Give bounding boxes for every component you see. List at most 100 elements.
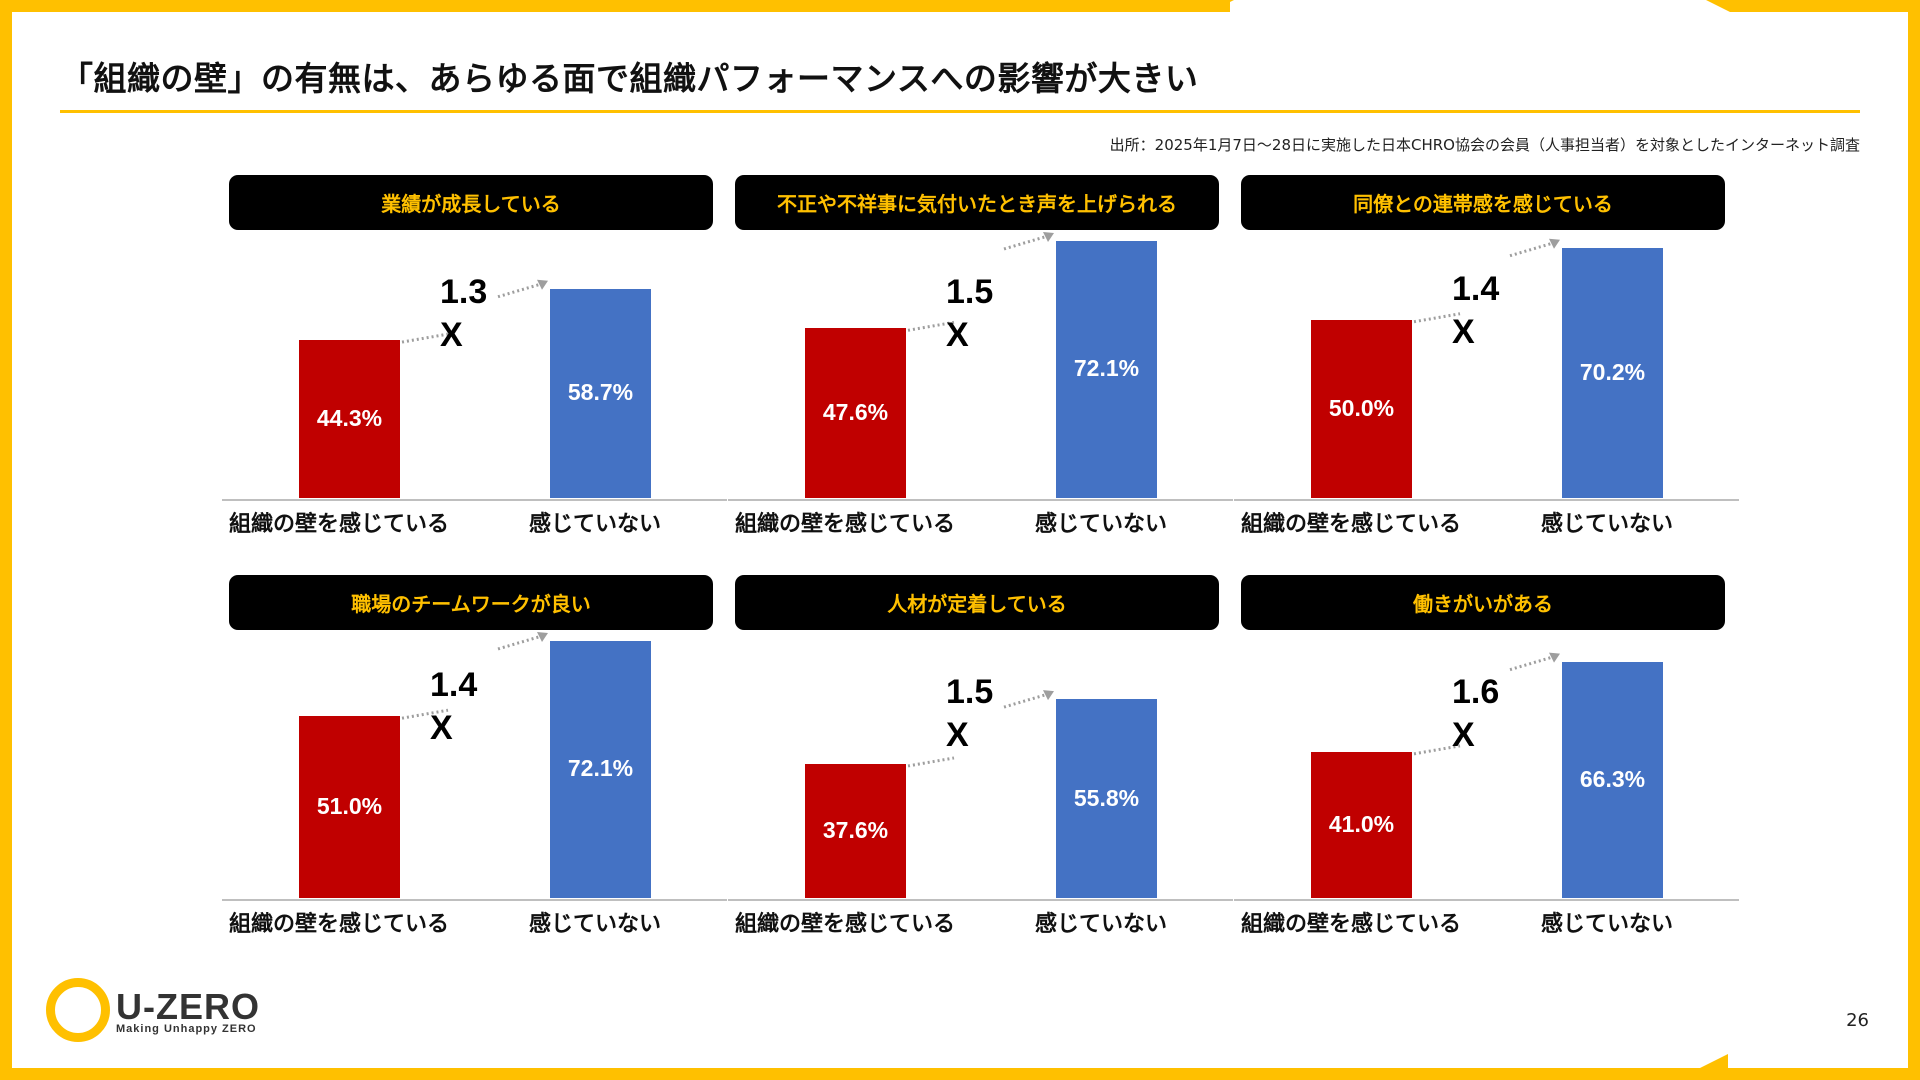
- chart-panel: 同僚との連帯感を感じている 50.0% 70.2% 組織の壁を感じている 感じていない 1…: [1234, 175, 1754, 585]
- bar-without-wall: [550, 288, 651, 498]
- multiplier-suffix: X: [946, 316, 969, 354]
- title-underline: [60, 110, 1860, 113]
- chart-title: 働きがいがある: [1241, 575, 1725, 630]
- logo-ring-icon: [46, 978, 110, 1042]
- logo-tagline: Making Unhappy ZERO: [116, 1023, 257, 1035]
- chart-panel: 人材が定着している 37.6% 55.8% 組織の壁を感じている 感じていない 1.5 X: [728, 575, 1248, 985]
- bar-without-wall: [1056, 699, 1157, 898]
- source-note: 出所：2025年1月7日～28日に実施した日本CHRO協会の会員（人事担当者）を…: [1109, 136, 1860, 154]
- multiplier-suffix: X: [1452, 312, 1475, 351]
- arrowhead: [1043, 231, 1054, 242]
- category-label: 感じていない: [529, 512, 662, 537]
- category-label: 組織の壁を感じている: [1241, 912, 1462, 937]
- page-number: 26: [1846, 1010, 1869, 1031]
- bar-value-label: 47.6%: [822, 399, 889, 426]
- bar-value-label: 66.3%: [1579, 765, 1646, 792]
- frame-notch: [1706, 0, 1730, 12]
- multiplier-value: 1.6: [1452, 673, 1500, 711]
- x-axis-line: [1234, 899, 1739, 901]
- arrowhead: [1549, 238, 1560, 249]
- category-label: 感じていない: [1035, 512, 1168, 537]
- trend-arrow-segment: [1509, 655, 1555, 672]
- multiplier-label: 1.6 X: [1452, 671, 1499, 757]
- multiplier-value: 1.5: [946, 673, 994, 711]
- chart-panel: 不正や不祥事に気付いたとき声を上げられる 47.6% 72.1% 組織の壁を感じている…: [728, 175, 1248, 585]
- bar-with-wall: [299, 716, 400, 898]
- bar-with-wall: [1311, 751, 1412, 898]
- category-label: 組織の壁を感じている: [229, 512, 450, 537]
- trend-arrow-segment: [497, 634, 543, 651]
- frame-top: [0, 0, 1230, 12]
- multiplier-label: 1.4 X: [430, 664, 477, 750]
- bar-value-label: 50.0%: [1328, 394, 1395, 421]
- category-label: 感じていない: [1541, 512, 1674, 537]
- bar-value-label: 51.0%: [316, 793, 383, 820]
- frame-left: [0, 0, 12, 1080]
- logo-text: U-ZERO: [116, 986, 260, 1027]
- chart-title: 人材が定着している: [735, 575, 1219, 630]
- chart-panel: 職場のチームワークが良い 51.0% 72.1% 組織の壁を感じている 感じていない 1.…: [222, 575, 742, 985]
- bar-with-wall: [1311, 319, 1412, 498]
- trend-arrow-segment: [1509, 241, 1555, 258]
- category-label: 感じていない: [529, 912, 662, 937]
- bar-with-wall: [805, 328, 906, 498]
- category-label: 組織の壁を感じている: [1241, 512, 1462, 537]
- multiplier-value: 1.3: [440, 273, 488, 311]
- x-axis-line: [728, 499, 1233, 501]
- multiplier-suffix: X: [946, 716, 969, 754]
- chart-title: 業績が成長している: [229, 175, 713, 230]
- arrowhead: [537, 631, 548, 642]
- chart-title: 同僚との連帯感を感じている: [1241, 175, 1725, 230]
- multiplier-label: 1.5 X: [946, 271, 993, 357]
- frame-right: [1908, 0, 1920, 1080]
- multiplier-value: 1.4: [430, 666, 478, 705]
- chart-title: 不正や不祥事に気付いたとき声を上げられる: [735, 175, 1219, 230]
- trend-arrow-icon: [401, 631, 548, 720]
- arrowhead: [1043, 690, 1054, 701]
- trend-arrow-icon: [401, 279, 548, 344]
- bar-value-label: 72.1%: [1073, 355, 1140, 382]
- trend-arrow-segment: [907, 756, 955, 768]
- x-axis-line: [1234, 499, 1739, 501]
- bar-without-wall: [1562, 247, 1663, 498]
- bar-value-label: 44.3%: [316, 405, 383, 432]
- trend-arrow-icon: [1413, 238, 1560, 324]
- frame-notch: [1700, 1054, 1728, 1068]
- multiplier-suffix: X: [440, 316, 463, 354]
- bar-value-label: 58.7%: [567, 379, 634, 406]
- trend-arrow-segment: [1003, 692, 1049, 709]
- bar-with-wall: [299, 340, 400, 498]
- chart-title: 職場のチームワークが良い: [229, 575, 713, 630]
- category-label: 組織の壁を感じている: [735, 512, 956, 537]
- trend-arrow-icon: [907, 231, 1054, 332]
- frame-bottom: [0, 1068, 1920, 1080]
- category-label: 組織の壁を感じている: [229, 912, 450, 937]
- x-axis-line: [728, 899, 1233, 901]
- trend-arrow-segment: [1003, 234, 1049, 251]
- frame-notch: [1210, 0, 1234, 12]
- bar-value-label: 55.8%: [1073, 784, 1140, 811]
- bar-without-wall: [1562, 661, 1663, 898]
- bar-with-wall: [805, 763, 906, 898]
- slide-title: 「組織の壁」の有無は、あらゆる面で組織パフォーマンスへの影響が大きい: [60, 59, 1199, 98]
- chart-panel: 業績が成長している 44.3% 58.7% 組織の壁を感じている 感じていない 1.3 X: [222, 175, 742, 585]
- bar-value-label: 70.2%: [1579, 358, 1646, 385]
- trend-arrow-icon: [1413, 652, 1560, 756]
- bar-without-wall: [550, 640, 651, 898]
- arrowhead: [1549, 652, 1560, 663]
- multiplier-label: 1.4 X: [1452, 268, 1499, 354]
- logo: U-ZERO Making Unhappy ZERO: [46, 978, 266, 1046]
- multiplier-suffix: X: [1452, 716, 1475, 754]
- bar-without-wall: [1056, 240, 1157, 498]
- x-axis-line: [222, 899, 727, 901]
- multiplier-value: 1.5: [946, 273, 994, 311]
- bar-value-label: 72.1%: [567, 755, 634, 782]
- multiplier-label: 1.5 X: [946, 671, 993, 757]
- frame-top-right: [1730, 0, 1920, 12]
- trend-arrow-segment: [497, 282, 543, 299]
- category-label: 感じていない: [1035, 912, 1168, 937]
- multiplier-suffix: X: [430, 709, 453, 748]
- chart-panel: 働きがいがある 41.0% 66.3% 組織の壁を感じている 感じていない 1.6 X: [1234, 575, 1754, 985]
- x-axis-line: [222, 499, 727, 501]
